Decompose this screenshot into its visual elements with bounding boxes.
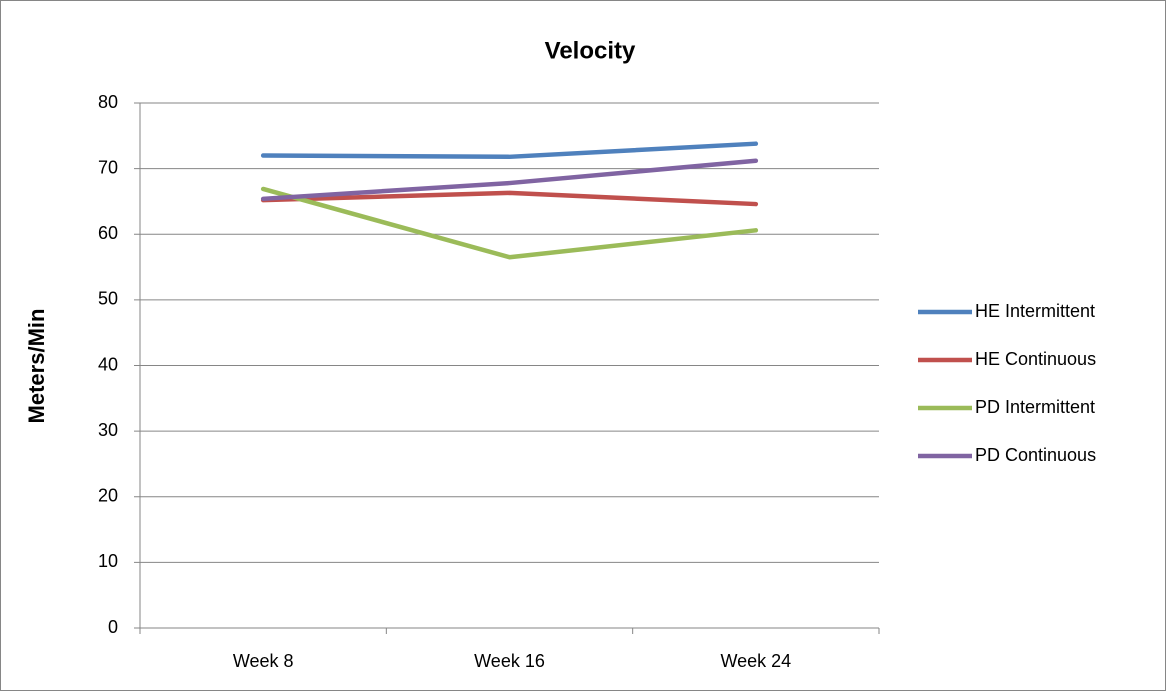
series-line (260, 190, 759, 207)
y-axis-label: Meters/Min (24, 309, 49, 424)
x-tick-label: Week 24 (720, 651, 791, 671)
chart-title: Velocity (545, 37, 636, 64)
y-tick-label: 30 (98, 420, 118, 440)
legend-label: HE Continuous (975, 349, 1096, 369)
y-tick-label: 50 (98, 289, 118, 309)
x-tick-label: Week 16 (474, 651, 545, 671)
series-line (260, 186, 759, 260)
legend-label: HE Intermittent (975, 301, 1095, 321)
y-tick-label: 0 (108, 617, 118, 637)
y-tick-label: 60 (98, 223, 118, 243)
y-tick-label: 10 (98, 551, 118, 571)
series-line (260, 158, 759, 202)
y-tick-label: 20 (98, 486, 118, 506)
x-tick-label: Week 8 (233, 651, 294, 671)
legend-label: PD Intermittent (975, 397, 1095, 417)
y-tick-label: 70 (98, 157, 118, 177)
series-line (260, 141, 759, 160)
legend-label: PD Continuous (975, 445, 1096, 465)
y-tick-label: 80 (98, 92, 118, 112)
y-tick-label: 40 (98, 354, 118, 374)
